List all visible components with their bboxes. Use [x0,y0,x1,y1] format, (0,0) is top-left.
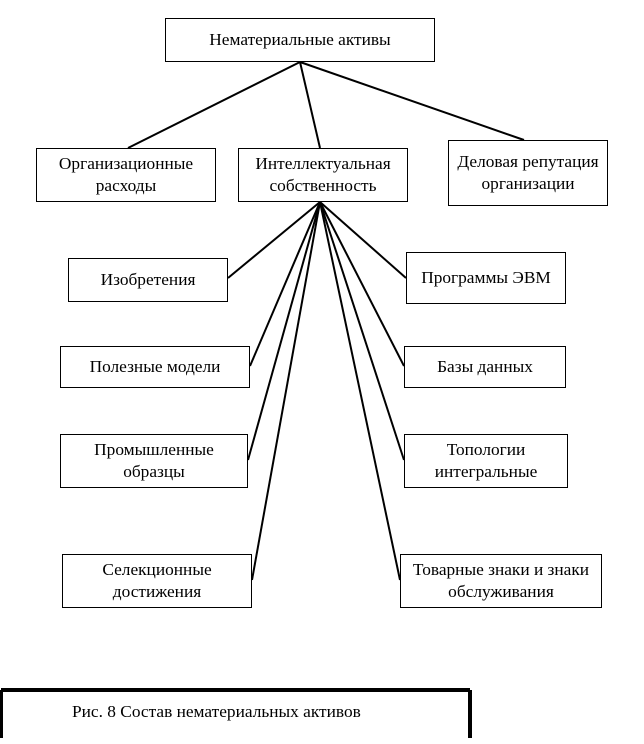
edge-root-intel [300,62,320,148]
node-invent: Изобретения [68,258,228,302]
edge-intel-select [252,202,320,580]
node-models: Полезные модели [60,346,250,388]
node-org: Организационные расходы [36,148,216,202]
edge-intel-tmark [320,202,400,580]
edge-intel-pcprog [320,202,406,278]
edge-root-reput [300,62,524,140]
node-reput: Деловая репутация организации [448,140,608,206]
edge-intel-invent [228,202,320,278]
edge-intel-db [320,202,404,366]
diagram-canvas: Нематериальные активы Организационные рас… [0,0,644,744]
node-intel: Интеллектуальная собственность [238,148,408,202]
node-select: Селекционные достижения [62,554,252,608]
node-pcprog: Программы ЭВМ [406,252,566,304]
node-topo: Топологии интегральные [404,434,568,488]
edge-intel-models [250,202,320,366]
node-db: Базы данных [404,346,566,388]
edge-intel-topo [320,202,404,460]
node-tmark: Товарные знаки и знаки обслуживания [400,554,602,608]
edge-root-org [128,62,300,148]
figure-caption: Рис. 8 Состав нематериальных активов [72,698,452,726]
node-indust: Промышленные образцы [60,434,248,488]
node-root: Нематериальные активы [165,18,435,62]
edge-intel-indust [248,202,320,460]
